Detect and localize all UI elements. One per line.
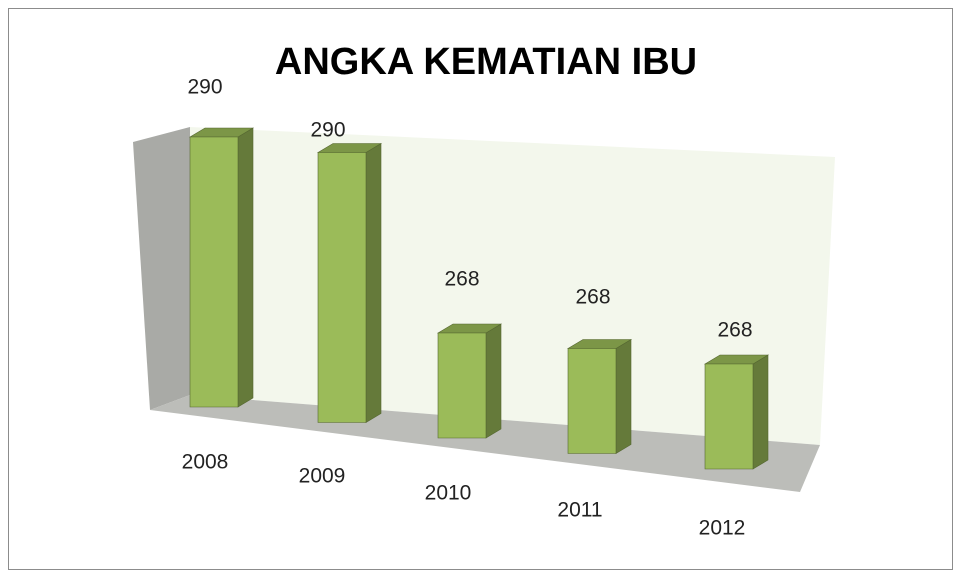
value-label: 268 (575, 286, 610, 309)
bar-side (752, 354, 769, 470)
x-tick-label: 2010 (425, 482, 472, 505)
value-label: 268 (444, 268, 479, 291)
value-label: 290 (310, 119, 345, 142)
bar-front (567, 348, 617, 454)
bar-side (615, 338, 632, 455)
side-wall (133, 127, 190, 410)
bar-front (317, 152, 367, 423)
bar-side (365, 142, 382, 424)
bar-front (437, 332, 487, 439)
bar-front (704, 363, 754, 470)
value-label: 290 (187, 76, 222, 99)
bar (436, 323, 503, 439)
chart-title: ANGKA KEMATIAN IBU (275, 41, 697, 83)
bar-side (485, 323, 502, 439)
x-tick-label: 2009 (299, 465, 346, 488)
bar (188, 127, 255, 408)
x-tick-label: 2011 (557, 499, 602, 522)
x-tick-label: 2012 (699, 517, 746, 540)
value-label: 268 (717, 319, 752, 342)
bar (566, 338, 633, 455)
floor (150, 395, 820, 492)
x-tick-label: 2008 (182, 451, 229, 474)
bar-side (237, 127, 254, 408)
bar (316, 142, 383, 424)
bar (703, 354, 770, 470)
bar-front (189, 136, 239, 408)
